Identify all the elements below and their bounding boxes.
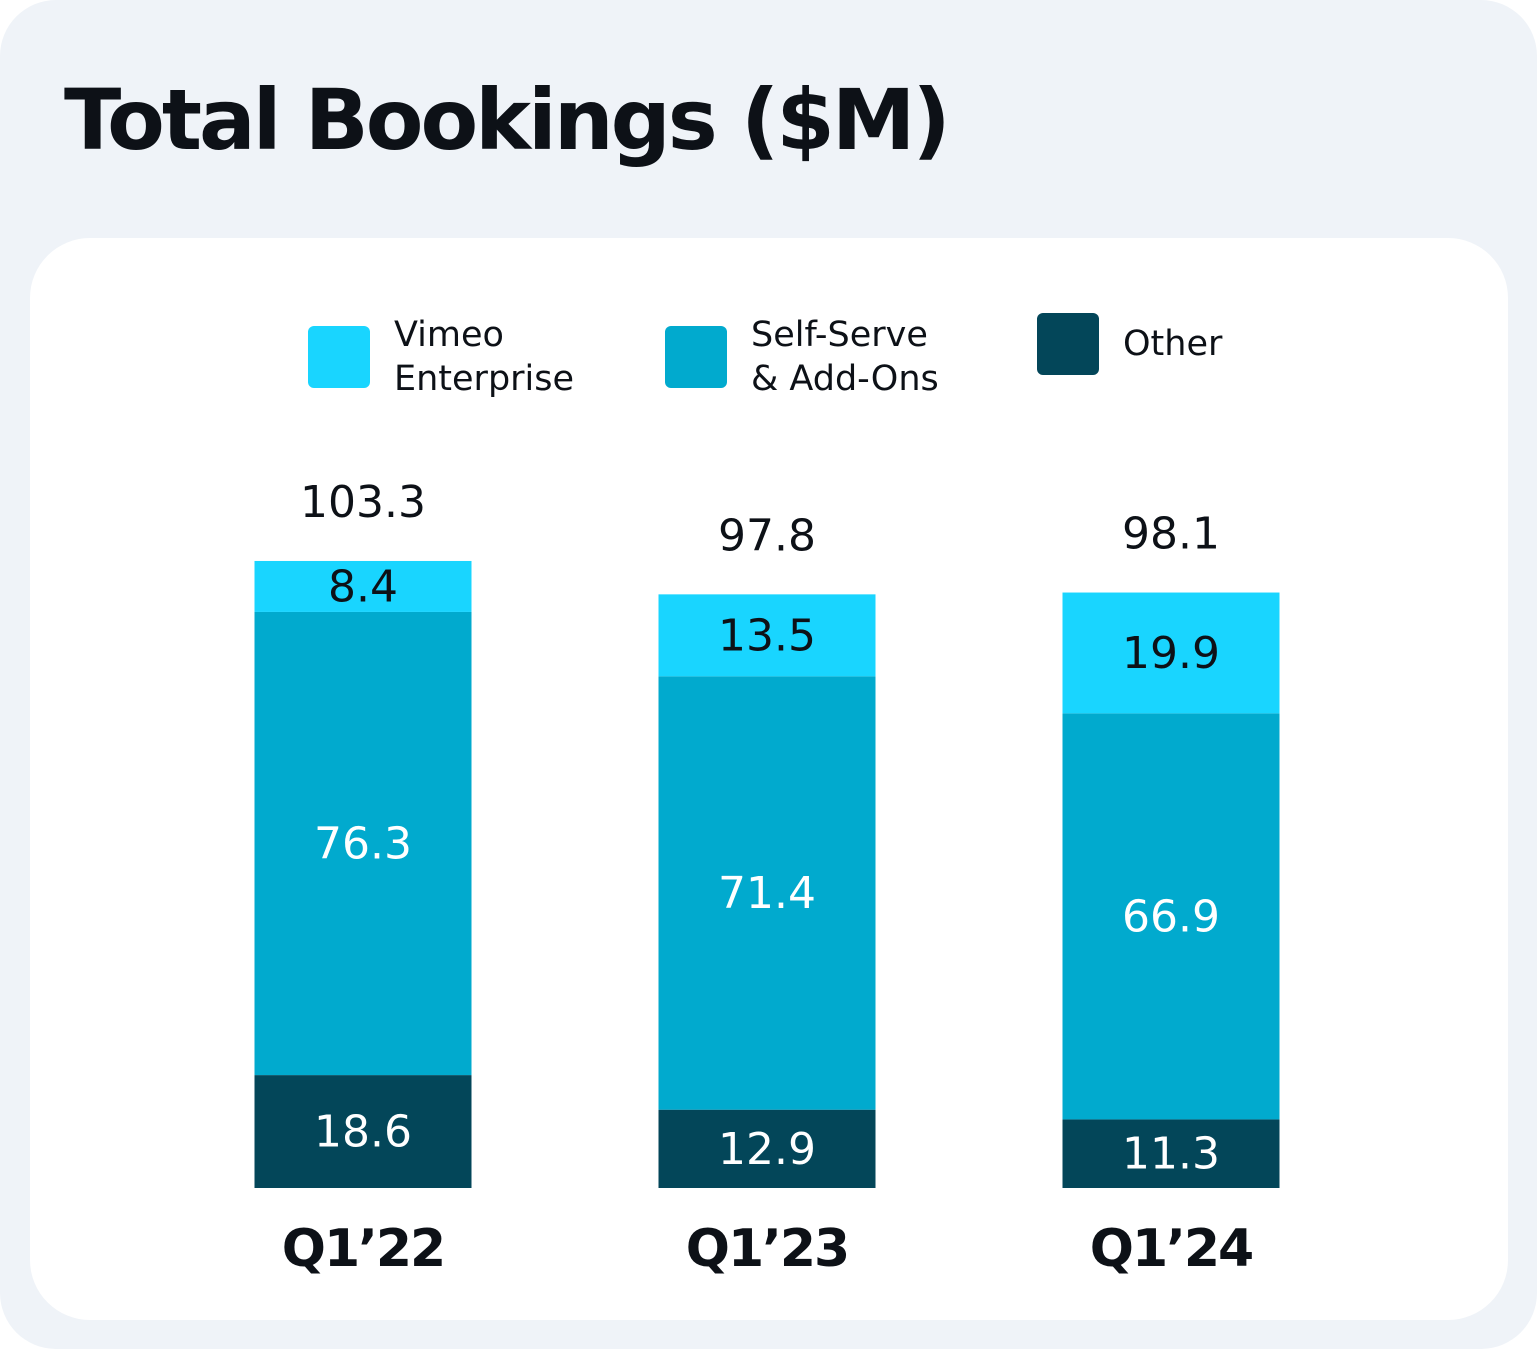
data-label-self-serve-add-ons-1: 76.3 bbox=[314, 819, 412, 870]
legend-label-line-2: Enterprise bbox=[394, 359, 575, 399]
bar-segment-self-serve-add-ons-2 bbox=[658, 676, 876, 1110]
legend-label-self-serve: Self-Serve & Add-Ons bbox=[751, 313, 939, 401]
legend-label-line-1: Other bbox=[1123, 324, 1223, 364]
data-label-other-3: 11.3 bbox=[1122, 1129, 1220, 1180]
legend-item-vimeo-enterprise: Vimeo Enterprise bbox=[308, 313, 574, 401]
data-label-other-1: 18.6 bbox=[314, 1107, 412, 1158]
data-label-vimeo-enterprise-3: 19.9 bbox=[1122, 628, 1220, 679]
legend-label-vimeo-enterprise: Vimeo Enterprise bbox=[394, 313, 574, 401]
bar-segment-other-2 bbox=[658, 1109, 876, 1188]
legend-label-other: Other bbox=[1123, 322, 1222, 366]
data-label-self-serve-add-ons-3: 66.9 bbox=[1122, 891, 1220, 942]
data-label-other-2: 12.9 bbox=[718, 1124, 816, 1175]
bar-segment-vimeo-enterprise-2 bbox=[658, 594, 876, 677]
total-label-1: 103.3 bbox=[300, 477, 426, 528]
total-label-3: 98.1 bbox=[1122, 509, 1220, 560]
x-tick-label-1: Q1’22 bbox=[282, 1219, 445, 1279]
total-label-2: 97.8 bbox=[718, 510, 816, 561]
legend-swatch-self-serve bbox=[665, 326, 727, 388]
legend-item-self-serve: Self-Serve & Add-Ons bbox=[665, 313, 939, 401]
chart-title: Total Bookings ($M) bbox=[64, 71, 951, 169]
data-label-self-serve-add-ons-2: 71.4 bbox=[718, 868, 816, 919]
bar-segment-other-3 bbox=[1062, 1119, 1280, 1188]
legend-label-line-2: & Add-Ons bbox=[751, 359, 939, 399]
x-tick-label-3: Q1’24 bbox=[1090, 1219, 1253, 1279]
bar-segment-vimeo-enterprise-3 bbox=[1062, 592, 1280, 714]
legend-label-line-1: Self-Serve bbox=[751, 315, 928, 355]
legend-item-other: Other bbox=[1037, 313, 1222, 375]
bar-segment-self-serve-add-ons-3 bbox=[1062, 713, 1280, 1120]
legend-swatch-vimeo-enterprise bbox=[308, 326, 370, 388]
bar-segment-other-1 bbox=[254, 1075, 472, 1188]
legend-label-line-1: Vimeo bbox=[394, 315, 504, 355]
bar-segment-self-serve-add-ons-1 bbox=[254, 611, 472, 1076]
data-label-vimeo-enterprise-2: 13.5 bbox=[718, 610, 816, 661]
legend-swatch-other bbox=[1037, 313, 1099, 375]
bar-segment-vimeo-enterprise-1 bbox=[254, 560, 472, 612]
x-tick-label-2: Q1’23 bbox=[686, 1219, 849, 1279]
data-label-vimeo-enterprise-1: 8.4 bbox=[328, 561, 398, 612]
